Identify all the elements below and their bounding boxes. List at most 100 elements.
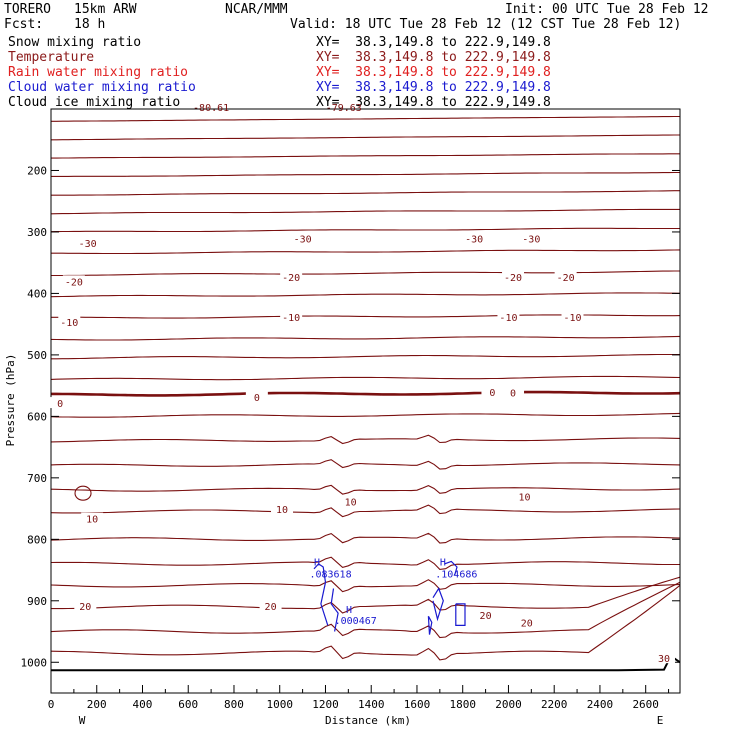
cloud-water-label: H <box>346 605 352 616</box>
temperature-contour-label: 10 <box>518 493 530 504</box>
temperature-contour-label: -20 <box>557 273 575 284</box>
temperature-contour-label: -10 <box>499 313 517 324</box>
isotherm-line <box>50 227 680 233</box>
x-tick-label: 0 <box>48 698 55 711</box>
cloud-water-contour <box>330 588 339 632</box>
isotherm-line <box>51 153 680 159</box>
isotherm-line <box>50 584 681 661</box>
temperature-contour-label: 20 <box>521 619 533 630</box>
isotherm-line <box>51 314 681 319</box>
isotherm-line <box>50 484 681 495</box>
isotherm-line <box>50 504 681 518</box>
init-time: Init: 00 UTC Tue 28 Feb 12 <box>505 2 709 17</box>
contour-label-bg <box>554 271 577 283</box>
contour-label-bg <box>76 237 99 249</box>
legend-temp-xy: XY= 38.3,149.8 to 222.9,149.8 <box>316 50 551 65</box>
contour-label-bg <box>561 311 584 323</box>
cloud-water-label: .000467 <box>335 616 377 627</box>
east-label: E <box>657 714 664 727</box>
contour-label-bg <box>497 311 520 323</box>
temperature-contour-label: -10 <box>282 313 300 324</box>
isotherm-line <box>51 190 680 196</box>
isotherm-line <box>50 208 680 215</box>
isotherm-line <box>50 375 681 381</box>
legend-cloudice-name: Cloud ice mixing ratio <box>8 95 181 110</box>
cloud-water-contour <box>444 560 458 576</box>
legend-cloudwater-name: Cloud water mixing ratio <box>8 80 196 95</box>
cloud-water-label: .104686 <box>435 569 477 580</box>
contour-label-bg <box>339 495 362 507</box>
model-name: TORERO <box>4 2 51 17</box>
isotherm-line <box>51 115 680 122</box>
isotherm-line <box>51 390 681 397</box>
min-temp-label: -80.61 <box>193 103 229 114</box>
isotherm-line <box>50 412 681 418</box>
temperature-contour-label: -20 <box>504 273 522 284</box>
legend-rain-name: Rain water mixing ratio <box>8 65 189 80</box>
contour-label-bg <box>474 609 497 621</box>
temperature-contour-label: 20 <box>265 602 277 613</box>
isotherm-line <box>51 270 680 277</box>
contour-label-bg <box>502 271 525 283</box>
cloud-water-contour <box>427 615 433 635</box>
temperature-contour-label: 30 <box>658 654 670 665</box>
x-tick-label: 1000 <box>266 698 293 711</box>
contour-label-bg <box>280 271 303 283</box>
temperature-contour-label: -30 <box>522 234 540 245</box>
contour-label-bg <box>515 616 538 628</box>
isotherm-line <box>51 353 680 360</box>
min-temp-label: -79.63 <box>326 103 362 114</box>
contour-label-bg <box>291 232 314 244</box>
y-tick-label: 900 <box>27 595 47 608</box>
legend-temp-name: Temperature <box>8 50 95 65</box>
contour-label-bg <box>652 652 675 664</box>
forecast-hour: 18 h <box>74 17 106 32</box>
temperature-contour-label: 0 <box>254 393 260 404</box>
isotherm-line <box>51 171 680 177</box>
contour-label-bg <box>245 390 268 402</box>
west-label: W <box>79 714 86 727</box>
model-resolution: 15km ARW <box>74 2 137 17</box>
valid-time: Valid: 18 UTC Tue 28 Feb 12 (12 CST Tue … <box>290 17 682 32</box>
temperature-contour-label: 10 <box>86 515 98 526</box>
legend-cloudice-xy: XY= 38.3,149.8 to 222.9,149.8 <box>316 95 551 110</box>
temperature-contour-label: 0 <box>510 389 516 400</box>
cloud-water-label: H <box>440 558 446 569</box>
x-tick-label: 2200 <box>541 698 568 711</box>
temperature-contour-label: -30 <box>465 234 483 245</box>
temperature-contour-label: -20 <box>282 273 300 284</box>
legend-cloudwater-xy: XY= 38.3,149.8 to 222.9,149.8 <box>316 80 551 95</box>
isotherm-line <box>51 576 681 614</box>
x-tick-label: 2600 <box>632 698 659 711</box>
contour-label-bg <box>81 512 104 524</box>
temperature-contour-label: -20 <box>65 277 83 288</box>
isotherm-line <box>51 249 681 255</box>
y-tick-label: 800 <box>27 533 47 546</box>
isotherm-line <box>50 581 681 639</box>
temperature-contour-label: -30 <box>79 239 97 250</box>
forecast-label: Fcst: <box>4 17 44 32</box>
y-tick-label: 200 <box>27 164 47 177</box>
terrain-line <box>51 654 681 672</box>
contour-label-bg <box>62 275 85 287</box>
contour-label-bg <box>502 386 525 398</box>
cloud-water-contour <box>432 587 444 622</box>
y-tick-label: 400 <box>27 287 47 300</box>
contour-label-bg <box>49 397 72 409</box>
y-tick-label: 1000 <box>21 656 48 669</box>
x-tick-label: 2400 <box>587 698 614 711</box>
temperature-contour-label: 20 <box>79 602 91 613</box>
cloud-water-contour <box>313 563 329 626</box>
organization: NCAR/MMM <box>225 2 288 17</box>
temperature-contour-label: 10 <box>276 505 288 516</box>
contour-label-bg <box>58 315 81 327</box>
temperature-contour-label: 0 <box>57 399 63 410</box>
temperature-contour-label: 20 <box>480 611 492 622</box>
isotherm-line <box>50 292 681 298</box>
isotherm-line <box>51 134 680 141</box>
legend-snow-name: Snow mixing ratio <box>8 35 142 50</box>
temperature-contour-label: -10 <box>60 318 78 329</box>
x-tick-label: 1800 <box>449 698 476 711</box>
temperature-contour-label: 0 <box>489 388 495 399</box>
